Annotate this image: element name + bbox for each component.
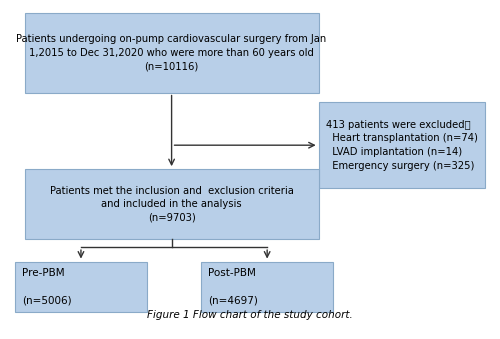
FancyBboxPatch shape <box>201 261 334 313</box>
Text: Post-PBM

(n=4697): Post-PBM (n=4697) <box>208 268 258 305</box>
FancyBboxPatch shape <box>318 102 485 188</box>
FancyBboxPatch shape <box>15 261 147 313</box>
Text: Figure 1 Flow chart of the study cohort.: Figure 1 Flow chart of the study cohort. <box>147 311 353 320</box>
Text: Patients undergoing on-pump cardiovascular surgery from Jan
1,2015 to Dec 31,202: Patients undergoing on-pump cardiovascul… <box>16 34 326 72</box>
Text: Patients met the inclusion and  exclusion criteria
and included in the analysis
: Patients met the inclusion and exclusion… <box>50 185 294 223</box>
FancyBboxPatch shape <box>24 13 318 93</box>
FancyBboxPatch shape <box>24 169 318 239</box>
Text: 413 patients were excluded：
  Heart transplantation (n=74)
  LVAD implantation (: 413 patients were excluded： Heart transp… <box>326 120 478 171</box>
Text: Pre-PBM

(n=5006): Pre-PBM (n=5006) <box>22 268 72 305</box>
